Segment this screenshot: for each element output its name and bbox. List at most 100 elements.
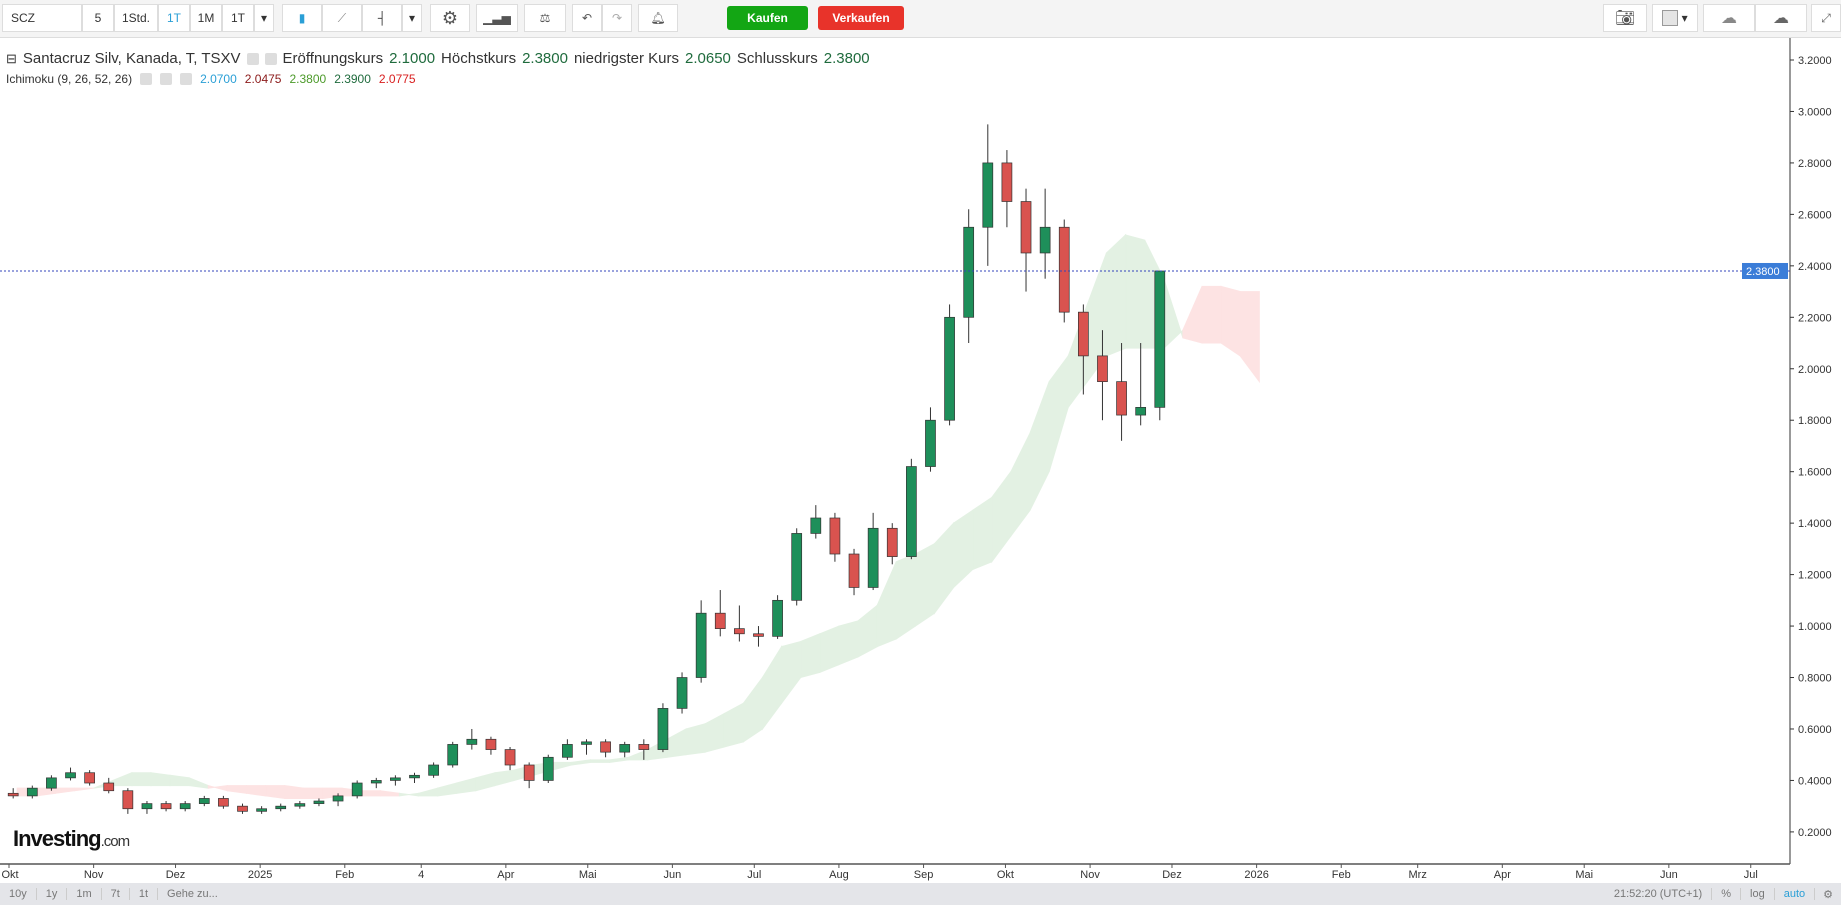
undo-button[interactable]: ↶ bbox=[572, 4, 602, 32]
price-tick-label: 1.6000 bbox=[1798, 467, 1832, 479]
load-layout-button[interactable]: ☁ bbox=[1703, 4, 1755, 32]
save-layout-button[interactable]: ☁ bbox=[1755, 4, 1807, 32]
indicators-button[interactable]: ▁▃▅ bbox=[476, 4, 518, 32]
collapse-icon[interactable]: ⊟ bbox=[6, 50, 17, 66]
last-price-badge bbox=[1742, 262, 1788, 279]
ichimoku-cloud-segment bbox=[1029, 381, 1050, 511]
gear-icon[interactable] bbox=[264, 52, 277, 65]
candle-body bbox=[26, 787, 38, 797]
time-tick-label: Dez bbox=[1162, 869, 1182, 881]
area-chart-button[interactable]: ⟋ bbox=[322, 4, 362, 32]
ichimoku-cloud-segment bbox=[991, 470, 1012, 564]
candle-body bbox=[657, 708, 669, 750]
candle-body bbox=[867, 527, 879, 588]
chevron-down-icon: ▾ bbox=[260, 11, 268, 25]
interval-5[interactable]: 5 bbox=[82, 4, 114, 32]
range-7t[interactable]: 7t bbox=[102, 888, 130, 900]
indicator-value: 2.0475 bbox=[244, 72, 282, 86]
candle-body bbox=[753, 633, 764, 637]
candle-body bbox=[886, 527, 898, 557]
interval-1t-alt[interactable]: 1T bbox=[222, 4, 254, 32]
alert-button[interactable]: 🔔︎ bbox=[638, 4, 678, 32]
interval-1t[interactable]: 1T bbox=[158, 4, 190, 32]
symbol-input[interactable]: SCZ bbox=[2, 4, 82, 32]
percent-toggle[interactable]: % bbox=[1712, 888, 1742, 900]
redo-button[interactable]: ↷ bbox=[602, 4, 632, 32]
close-icon[interactable] bbox=[180, 73, 193, 85]
candle-body bbox=[944, 316, 955, 421]
visibility-icon[interactable] bbox=[246, 52, 259, 65]
color-picker-button[interactable]: ▾ bbox=[1652, 4, 1698, 32]
candle-body bbox=[600, 741, 611, 753]
range-1y[interactable]: 1y bbox=[37, 888, 68, 900]
interval-dropdown[interactable]: ▾ bbox=[254, 4, 274, 32]
ichimoku-cloud-segment bbox=[1048, 354, 1069, 472]
candle-body bbox=[810, 517, 822, 534]
candle-body bbox=[848, 553, 860, 588]
ichimoku-cloud-segment bbox=[456, 777, 477, 794]
gear-icon: ⚙ bbox=[441, 7, 459, 28]
candle-body bbox=[332, 795, 344, 802]
scale-settings-icon[interactable]: ⚙ bbox=[1823, 888, 1833, 901]
ichimoku-cloud-segment bbox=[246, 785, 267, 797]
sell-button[interactable]: Verkaufen bbox=[818, 6, 904, 30]
candle-body bbox=[428, 764, 439, 776]
time-tick-label: Nov bbox=[84, 869, 104, 881]
price-tick-label: 1.0000 bbox=[1798, 621, 1832, 633]
color-swatch-icon bbox=[1662, 10, 1679, 26]
candle-body bbox=[829, 517, 841, 555]
ichimoku-cloud-segment bbox=[838, 620, 859, 666]
bar-chart-button[interactable]: ┤ bbox=[362, 4, 402, 32]
settings-button[interactable]: ⚙ bbox=[430, 4, 470, 32]
candle-body bbox=[160, 803, 172, 810]
candle-body bbox=[1135, 407, 1147, 416]
auto-toggle[interactable]: auto bbox=[1775, 888, 1816, 900]
price-chart[interactable]: 0.2000 0.4000 0.6000 0.8000 1.0000 1.2000 1.40… bbox=[0, 38, 1841, 883]
ichimoku-cloud-segment bbox=[704, 712, 725, 753]
price-tick-label: 2.0000 bbox=[1798, 364, 1832, 376]
candle-body bbox=[65, 772, 76, 779]
candle-body bbox=[179, 803, 191, 810]
fullscreen-button[interactable]: ⤢ bbox=[1811, 4, 1841, 32]
chevron-down-icon: ▾ bbox=[408, 11, 416, 25]
candle-body bbox=[1001, 162, 1013, 202]
gear-icon[interactable] bbox=[160, 73, 173, 85]
chart-type-dropdown[interactable]: ▾ bbox=[402, 4, 422, 32]
price-tick-label: 2.6000 bbox=[1798, 209, 1832, 221]
cloud-upload-icon: ☁ bbox=[1773, 10, 1789, 27]
goto-date[interactable]: Gehe zu... bbox=[167, 888, 218, 900]
ichimoku-cloud-segment bbox=[1105, 233, 1127, 357]
ichimoku-cloud-segment bbox=[819, 625, 840, 674]
candle-body bbox=[1116, 381, 1127, 416]
close-value: 2.3800 bbox=[823, 50, 870, 67]
candle-body bbox=[294, 803, 306, 807]
buy-button[interactable]: Kaufen bbox=[727, 6, 808, 30]
range-1m[interactable]: 1m bbox=[67, 888, 102, 900]
time-tick-label: Jun bbox=[1660, 869, 1678, 881]
screenshot-button[interactable]: 📷︎ bbox=[1603, 4, 1647, 32]
interval-1m[interactable]: 1M bbox=[190, 4, 222, 32]
ichimoku-cloud-segment bbox=[494, 769, 515, 787]
ichimoku-cloud-segment bbox=[800, 633, 821, 679]
candle-body bbox=[1154, 270, 1166, 408]
range-1t[interactable]: 1t bbox=[130, 888, 159, 900]
visibility-icon[interactable] bbox=[140, 73, 153, 85]
candle-body bbox=[1039, 226, 1051, 254]
ichimoku-cloud-segment bbox=[857, 604, 878, 658]
compare-button[interactable]: ⚖ bbox=[524, 4, 566, 32]
time-tick-label: Okt bbox=[1, 869, 18, 881]
price-tick-label: 1.2000 bbox=[1798, 570, 1832, 582]
cloud-download-icon: ☁ bbox=[1721, 10, 1737, 27]
interval-1std[interactable]: 1Std. bbox=[114, 4, 158, 32]
indicator-legend: Ichimoku (9, 26, 52, 26) 2.0700 2.0475 2.3… bbox=[6, 72, 416, 86]
candlestick-button[interactable]: ▮ bbox=[282, 4, 322, 32]
range-10y[interactable]: 10y bbox=[0, 888, 37, 900]
candle-body bbox=[676, 677, 688, 709]
candle-body bbox=[218, 798, 229, 807]
candle-body bbox=[313, 800, 325, 804]
price-tick-label: 0.6000 bbox=[1798, 724, 1832, 736]
log-toggle[interactable]: log bbox=[1741, 888, 1775, 900]
ichimoku-cloud-segment bbox=[570, 759, 591, 766]
chart-legend: ⊟ Santacruz Silv, Kanada, T, TSXV Eröffn… bbox=[6, 50, 870, 67]
ichimoku-cloud-segment bbox=[112, 771, 133, 787]
